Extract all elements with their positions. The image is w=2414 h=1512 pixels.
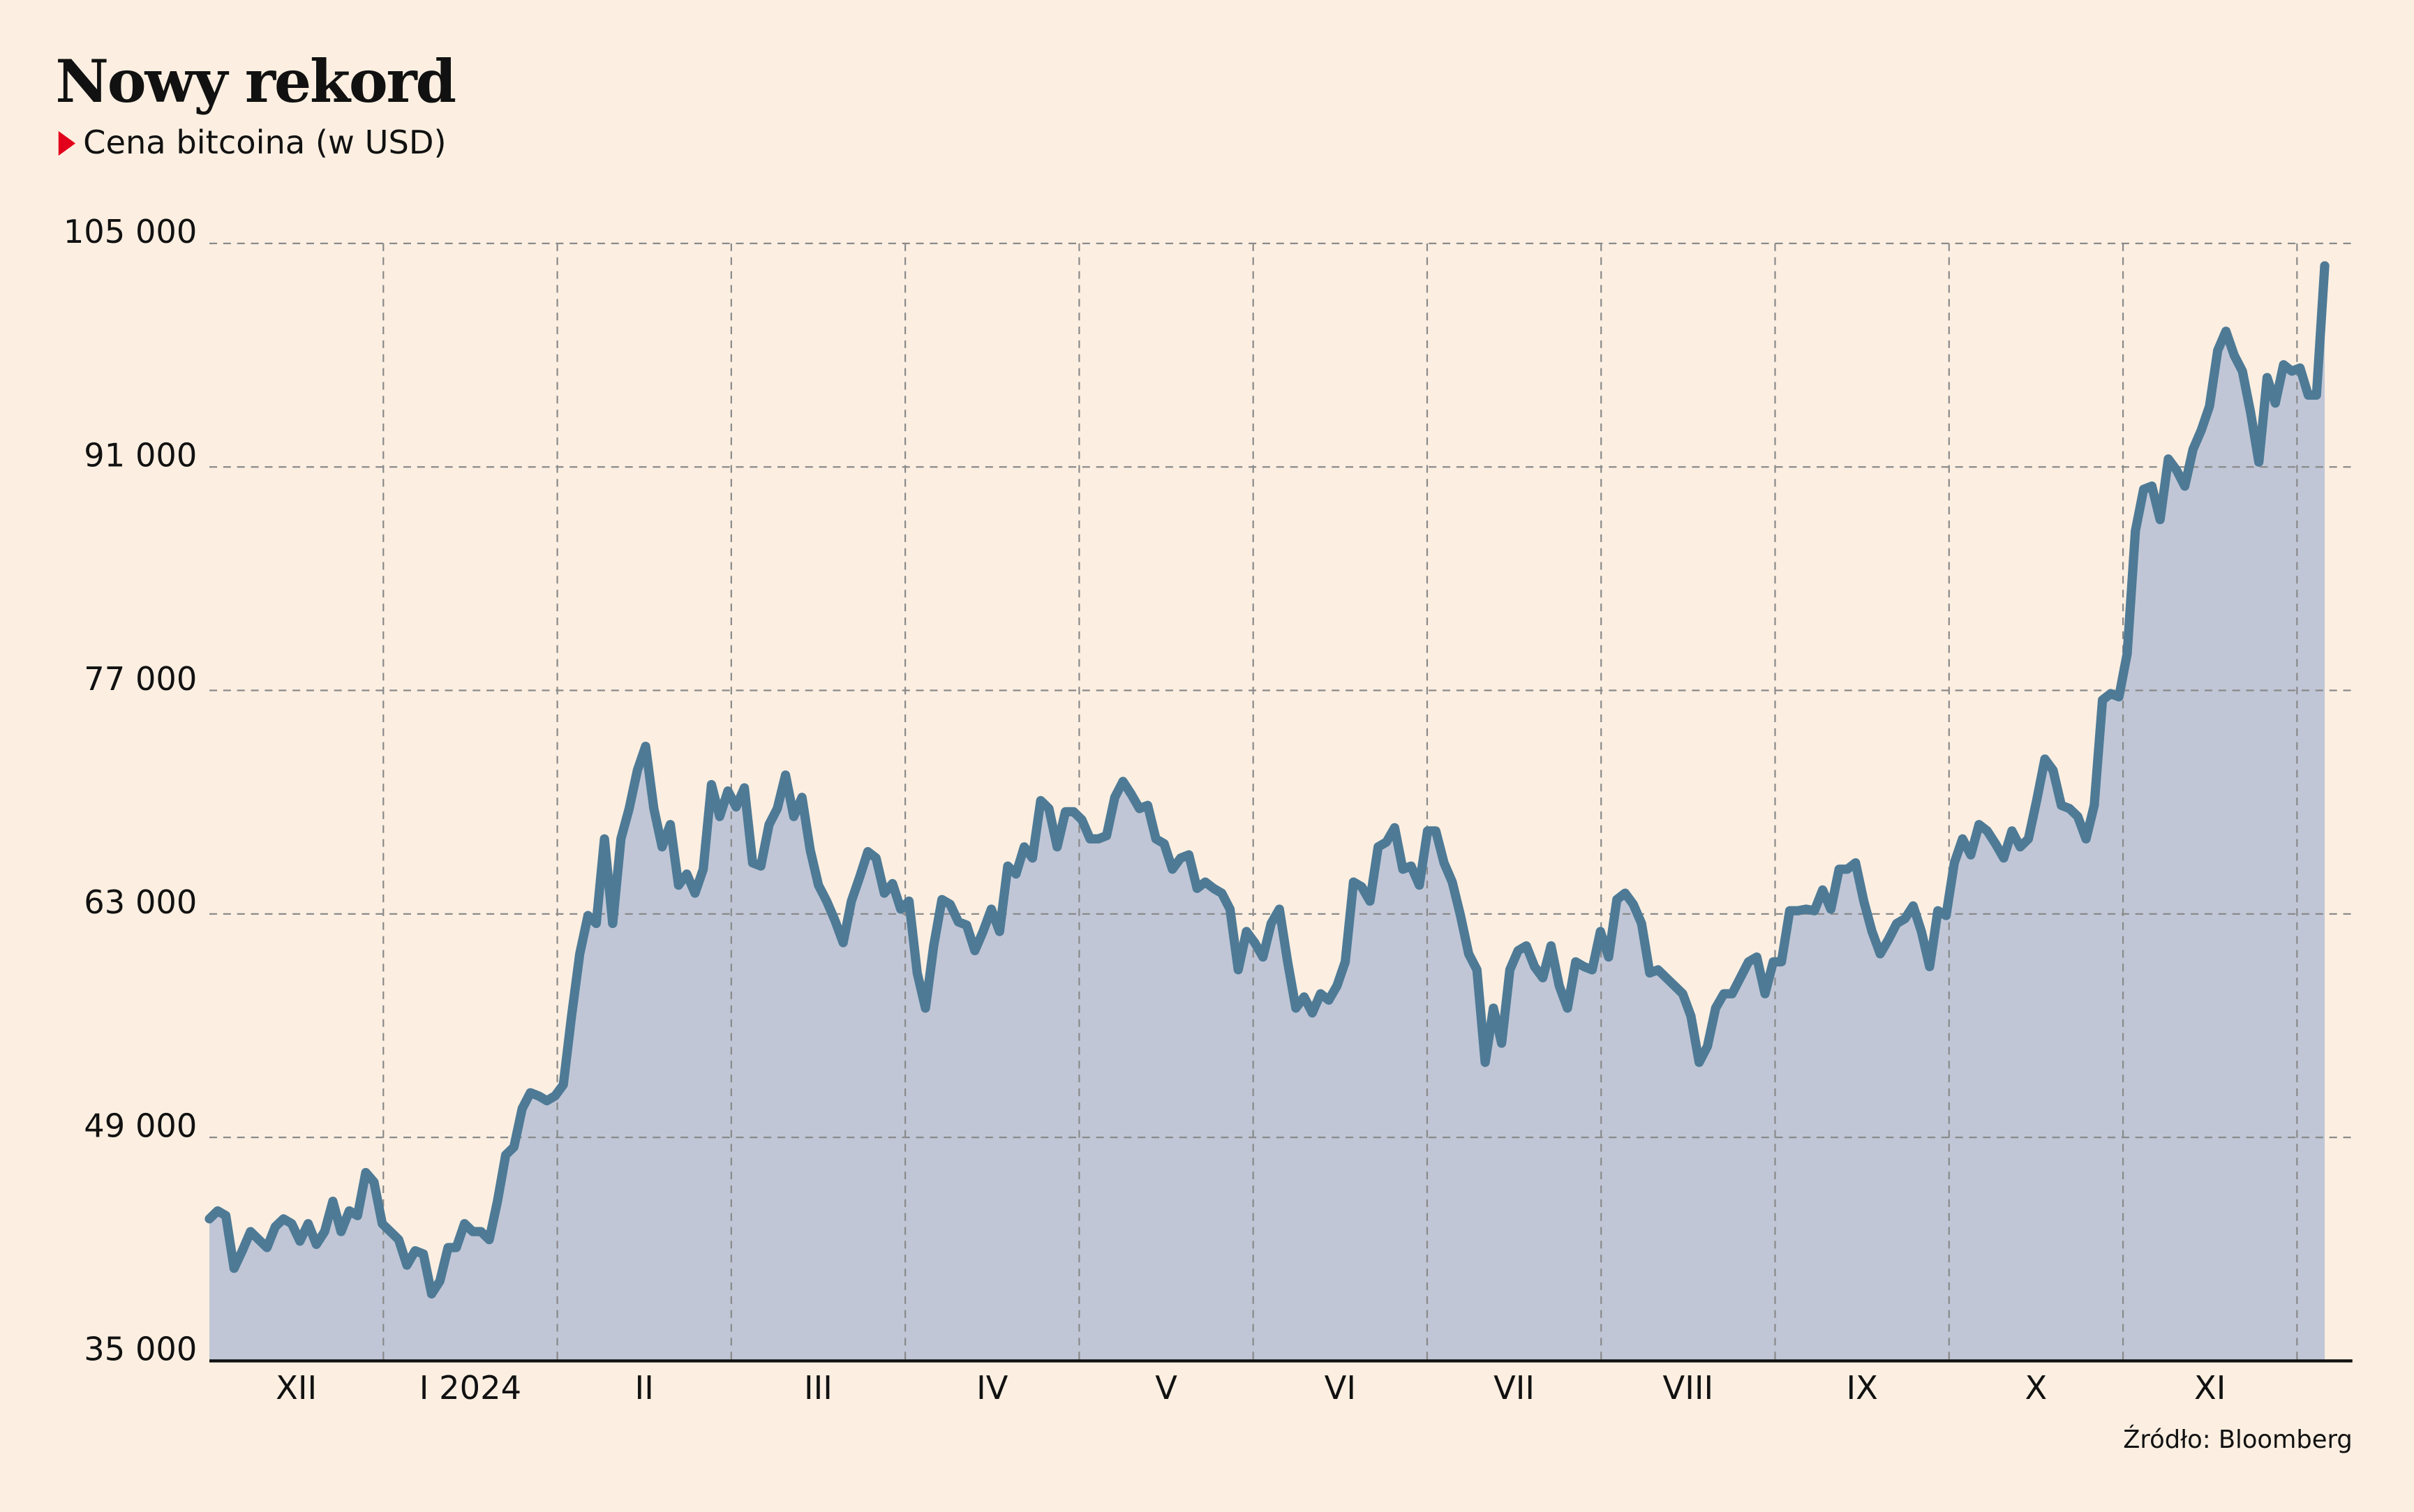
- x-tick-label: VI: [1325, 1369, 1356, 1407]
- y-tick-label: 105 000: [64, 213, 198, 250]
- x-tick-label: II: [635, 1369, 654, 1407]
- x-tick-label: V: [1155, 1369, 1177, 1407]
- x-tick-label: XI: [2194, 1369, 2226, 1407]
- subtitle-marker: [58, 130, 76, 156]
- y-tick-label: 63 000: [84, 883, 197, 921]
- y-tick-label: 35 000: [84, 1331, 197, 1368]
- x-tick-label: VIII: [1663, 1369, 1714, 1407]
- chart-title: Nowy rekord: [55, 47, 455, 116]
- chart-subtitle: Cena bitcoina (w USD): [83, 123, 447, 161]
- x-tick-label: IX: [1846, 1369, 1877, 1407]
- x-tick-label: VII: [1493, 1369, 1535, 1407]
- y-tick-label: 77 000: [84, 660, 197, 698]
- area: [209, 265, 2325, 1361]
- x-tick-label: XII: [276, 1369, 317, 1407]
- x-tick-label: X: [2025, 1369, 2048, 1407]
- y-tick-label: 91 000: [84, 436, 197, 474]
- x-tick-label: I 2024: [419, 1369, 521, 1407]
- x-tick-label: III: [804, 1369, 833, 1407]
- line: [204, 261, 2330, 1298]
- source: Źródło: Bloomberg: [2123, 1425, 2353, 1454]
- x-tick-label: IV: [976, 1369, 1008, 1407]
- y-tick-label: 49 000: [84, 1107, 197, 1144]
